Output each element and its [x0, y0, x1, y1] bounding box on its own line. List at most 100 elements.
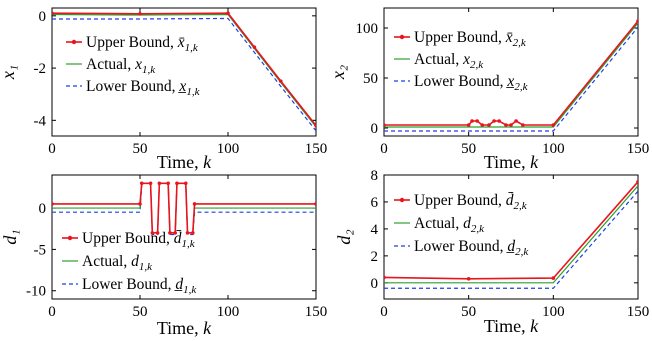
series-point-upper [314, 202, 316, 206]
legend-label-upper: Upper Bound, d̄1,k [82, 230, 196, 250]
y-tick-label: 0 [39, 9, 47, 25]
series-point-upper [252, 45, 257, 49]
legend-label-upper: Upper Bound, d̄2,k [414, 192, 528, 212]
x-axis-title: Time, k [157, 318, 212, 338]
series-point-upper [466, 123, 471, 127]
series-point-upper [138, 11, 142, 16]
series-point-upper [466, 276, 471, 281]
y-tick-label: -5 [34, 242, 47, 258]
series-point-upper [470, 119, 474, 123]
chart-panel-4: 0 50 100 150 0 2 4 6 8 Time, k d₂ Upper Bound, d̄2,… [334, 168, 649, 336]
series-point-upper [497, 119, 501, 123]
series-point-upper [166, 181, 170, 186]
plot-frame [51, 7, 317, 137]
series-point-upper [139, 181, 144, 186]
legend: Upper Bound, d̄2,k Actual, d2,k Lower Boun… [394, 192, 529, 258]
series-point-upper [173, 231, 177, 235]
series-point-upper [551, 276, 556, 280]
y-tick-label: 2 [371, 249, 379, 265]
series-point-upper [521, 123, 525, 127]
series-group [52, 11, 316, 132]
series-point-upper [155, 231, 160, 235]
legend-marker-upper [399, 34, 405, 40]
series-point-upper [509, 123, 513, 127]
legend-label-lower: Lower Bound, x̲2,k [414, 73, 529, 93]
chart-panel-1: 0 50 100 150 0 -2 -4 Time, k x₁ Upper Bound, x̄1,… [0, 7, 328, 172]
y-tick-label: 100 [356, 21, 379, 37]
x-tick-label: 0 [48, 141, 56, 157]
series-group [384, 19, 638, 132]
x-tick-label: 150 [305, 304, 328, 320]
x-tick-label: 0 [380, 304, 388, 320]
y-axis-title: x₁ [0, 65, 18, 80]
y-tick-label: -10 [26, 284, 46, 300]
series-point-upper [168, 231, 172, 235]
legend-label-actual: Actual, x1,k [86, 56, 156, 76]
y-axis-title: d₁ [0, 229, 20, 244]
plot-frame [383, 174, 639, 300]
series-line-upper [384, 181, 638, 280]
x-tick-label: 50 [461, 141, 476, 157]
y-tick-label: -4 [34, 113, 47, 129]
series-group [52, 181, 316, 236]
x-tick-label: 50 [461, 304, 476, 320]
y-axis-title: d₂ [334, 229, 354, 244]
series-point-upper [504, 123, 508, 127]
series-point-upper [226, 11, 230, 16]
series-point-upper [480, 123, 485, 127]
y-tick-label: 0 [371, 121, 379, 137]
series-line-actual [52, 13, 316, 128]
legend: Upper Bound, d̄1,k Actual, d1,k Lower Boun… [62, 230, 197, 296]
x-tick-label: 150 [627, 304, 650, 320]
legend-label-actual: Actual, x2,k [414, 51, 484, 71]
series-point-upper [384, 123, 386, 127]
series-line-lower [384, 190, 638, 289]
series-point-upper [475, 119, 479, 123]
series-point-upper [52, 202, 54, 206]
y-tick-label: 50 [363, 71, 378, 87]
plot-frame [51, 174, 317, 300]
series-point-upper [191, 231, 195, 235]
series-point-upper [148, 181, 153, 186]
x-tick-label: 0 [48, 304, 56, 320]
series-point-upper [551, 123, 556, 127]
x-tick-label: 50 [133, 141, 148, 157]
x-tick-label: 50 [133, 304, 148, 320]
series-line-actual [384, 22, 638, 128]
legend-marker-upper [399, 197, 405, 203]
series-point-upper [175, 181, 179, 186]
series-line-upper [52, 12, 316, 127]
x-tick-label: 100 [542, 141, 565, 157]
series-point-upper [185, 231, 190, 235]
series-point-upper [636, 19, 638, 23]
y-tick-label: 0 [371, 276, 379, 292]
legend-marker-upper [67, 235, 73, 241]
chart-panel-3: 0 50 100 150 0 -5 -10 Time, k d₁ Upper Bound, d̄1… [0, 174, 328, 338]
series-point-upper [636, 179, 638, 184]
series-line-lower [52, 17, 316, 132]
series-point-upper [183, 181, 188, 186]
series-line-lower [52, 182, 316, 236]
y-tick-label: 8 [371, 168, 379, 184]
y-tick-label: 6 [371, 195, 379, 211]
y-tick-label: 0 [39, 201, 47, 217]
x-axis-title: Time, k [157, 152, 212, 172]
y-tick-label: -2 [34, 61, 47, 77]
legend-label-lower: Lower Bound, x̲1,k [86, 78, 201, 98]
x-tick-label: 150 [305, 141, 328, 157]
series-point-upper [384, 275, 386, 280]
series-line-actual [384, 185, 638, 284]
series-point-upper [138, 202, 142, 206]
series-line-upper [52, 182, 316, 234]
series-point-upper [279, 79, 283, 83]
x-tick-label: 100 [217, 304, 240, 320]
legend-label-lower: Lower Bound, d̲1,k [82, 276, 197, 296]
legend-label-upper: Upper Bound, x̄1,k [86, 34, 199, 54]
x-tick-label: 100 [217, 141, 240, 157]
legend-label-upper: Upper Bound, x̄2,k [414, 29, 527, 49]
x-tick-label: 100 [542, 304, 565, 320]
